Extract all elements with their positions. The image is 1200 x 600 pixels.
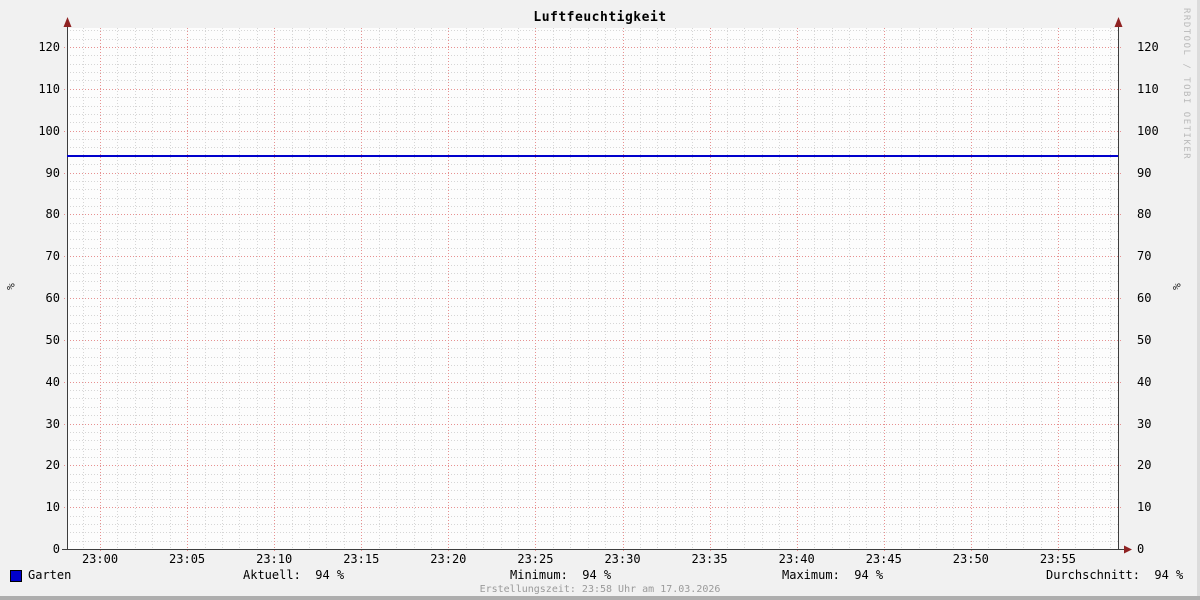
- y-axis-tick-label: 40: [45, 374, 60, 389]
- y-axis-tick-label: 80: [1137, 207, 1152, 222]
- x-axis-tick-label: 23:05: [169, 552, 206, 566]
- legend-stat-durchschnitt: Durchschnitt: 94 %: [1046, 568, 1184, 582]
- y-axis-tick-label: 80: [45, 207, 60, 222]
- y-axis-tick-label: 60: [45, 291, 60, 305]
- y-axis-tick-label: 50: [1137, 332, 1152, 347]
- legend-color-swatch: [10, 570, 22, 582]
- window-edge-bottom: [0, 596, 1200, 600]
- y-axis-tick-label: 90: [45, 165, 60, 180]
- y-axis-tick-label: 110: [38, 81, 60, 96]
- y-axis-tick-label: 100: [38, 123, 60, 138]
- x-axis-tick-label: 23:15: [343, 552, 380, 566]
- x-axis-tick-label: 23:50: [952, 552, 989, 566]
- y-axis-tick-label: 0: [52, 542, 60, 556]
- x-axis-tick-label: 23:45: [865, 552, 902, 566]
- x-axis-tick-label: 23:20: [430, 552, 467, 566]
- legend-stat-maximum: Maximum: 94 %: [782, 568, 884, 582]
- plot-canvas: [67, 28, 1118, 549]
- x-axis-tick-label: 23:30: [604, 552, 641, 566]
- y-axis-tick-label: 90: [1137, 165, 1152, 180]
- y-axis-tick-label: 10: [45, 500, 60, 515]
- x-axis-tick-label: 23:35: [691, 552, 728, 566]
- legend-series-label: Garten: [28, 568, 72, 582]
- y-axis-tick-label: 10: [1137, 500, 1152, 515]
- y-axis-tick-label: 40: [1137, 374, 1152, 389]
- y-axis-tick-label: 70: [45, 249, 60, 264]
- y-axis-tick-label: 20: [45, 458, 60, 473]
- y-axis-tick-label: 110: [1137, 81, 1159, 96]
- x-axis-tick-label: 23:55: [1039, 552, 1076, 566]
- y-axis-tick-label: 20: [1137, 458, 1152, 473]
- y-axis-tick-label: 0: [1137, 542, 1145, 556]
- y-axis-tick-label: 100: [1137, 123, 1159, 138]
- x-axis-tick-label: 23:10: [256, 552, 293, 566]
- x-axis-tick-label: 23:25: [517, 552, 554, 566]
- rrdtool-watermark: RRDTOOL / TOBI OETIKER: [1181, 8, 1191, 161]
- legend-stat-minimum: Minimum: 94 %: [510, 568, 612, 582]
- y-axis-unit-label-left: %: [4, 283, 18, 290]
- legend-stat-aktuell: Aktuell: 94 %: [243, 568, 345, 582]
- chart-title: Luftfeuchtigkeit: [533, 10, 667, 25]
- x-axis-tick-label: 23:00: [81, 552, 119, 566]
- y-axis-tick-label: 70: [1137, 249, 1152, 264]
- y-axis-tick-label: 30: [1137, 416, 1152, 431]
- window-edge-right: [1197, 0, 1200, 600]
- creation-time: Erstellungszeit: 23:58 Uhr am 17.03.2026: [479, 584, 721, 595]
- y-axis-tick-label: 120: [38, 40, 60, 54]
- y-axis-tick-label: 30: [45, 416, 60, 431]
- y-axis-tick-label: 50: [45, 332, 60, 347]
- y-axis-tick-label: 120: [1137, 40, 1159, 54]
- x-axis-tick-label: 23:40: [778, 552, 815, 566]
